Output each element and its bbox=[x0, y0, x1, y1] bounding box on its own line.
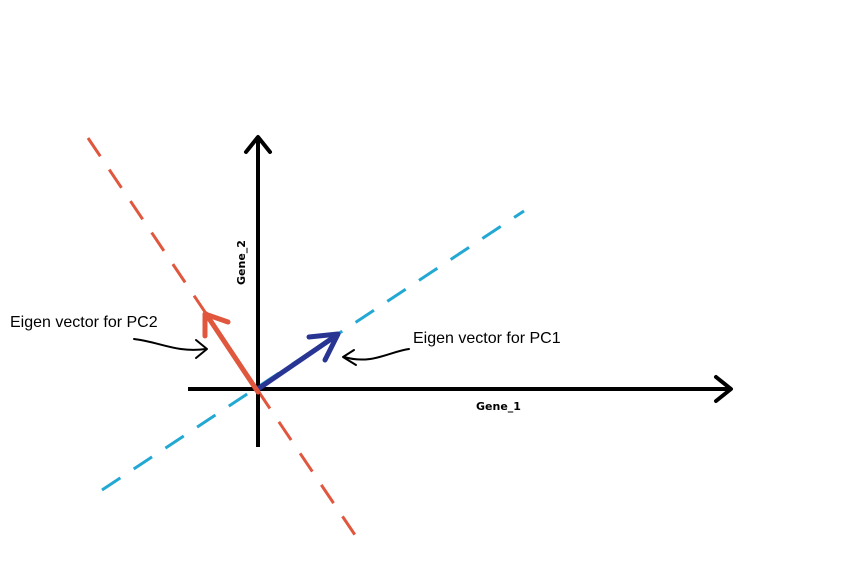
pc2-annotation-label: Eigen vector for PC2 bbox=[10, 314, 158, 331]
gene2-axis-label: Gene_2 bbox=[235, 240, 248, 285]
pc2-eigenvector-arrowhead bbox=[202, 311, 231, 339]
pc1-annotation-label: Eigen vector for PC1 bbox=[413, 330, 561, 347]
curved-arrow-right-icon bbox=[133, 338, 208, 359]
gene1-axis bbox=[188, 375, 733, 403]
curved-arrow-left-icon bbox=[342, 348, 410, 366]
gene1-axis-label: Gene_1 bbox=[476, 400, 521, 413]
pc1-direction-line bbox=[101, 209, 525, 492]
pc1-eigenvector-arrowhead bbox=[306, 331, 341, 363]
pc1-eigenvector bbox=[255, 331, 341, 392]
gene2-axis bbox=[244, 135, 272, 447]
gene1-axis-arrowhead bbox=[714, 375, 733, 403]
gene2-axis-arrowhead bbox=[244, 135, 272, 154]
pc2-eigenvector bbox=[202, 311, 261, 395]
